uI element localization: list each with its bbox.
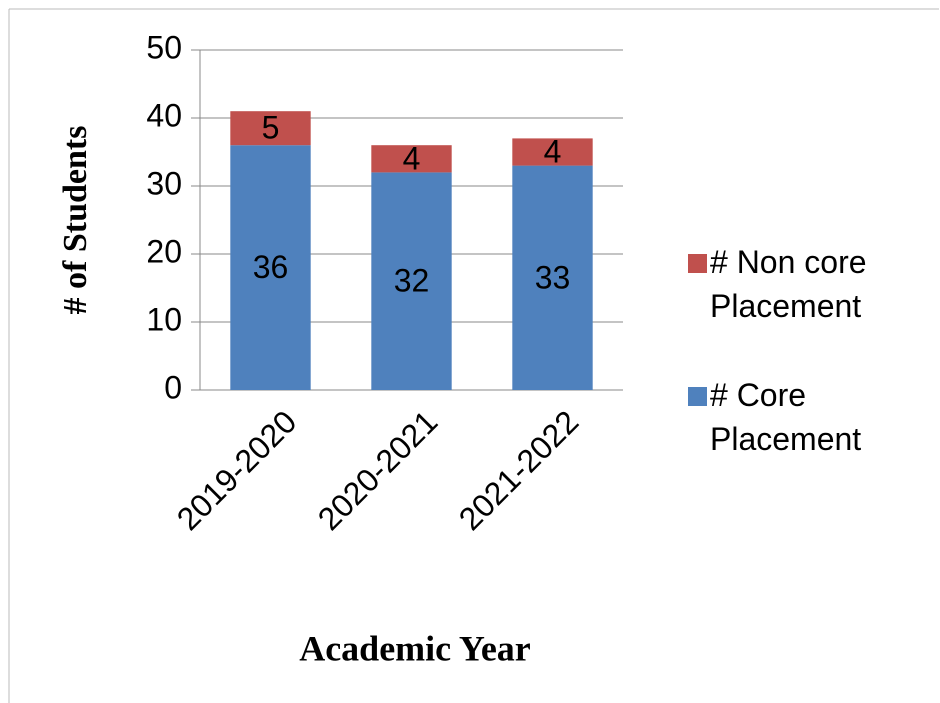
data-label: 4: [403, 140, 421, 176]
bar-segment: [512, 165, 593, 390]
y-tick-label: 10: [146, 301, 182, 337]
x-axis-title: Academic Year: [299, 628, 531, 668]
legend-swatch: [688, 387, 707, 406]
data-label: 36: [253, 249, 289, 285]
y-tick-label: 30: [146, 165, 182, 201]
legend-label: # Non core Placement: [710, 244, 867, 324]
data-label: 33: [535, 259, 571, 295]
bar-segment: [230, 111, 311, 146]
x-tick-label: 2021-2022: [452, 403, 586, 537]
data-label: 5: [262, 110, 280, 146]
bar-segment: [230, 145, 311, 390]
x-tick-label: 2019-2020: [170, 403, 304, 537]
data-label: 4: [544, 133, 562, 169]
y-axis-title: # of Students: [57, 126, 94, 315]
bar-segment: [512, 138, 593, 166]
y-tick-label: 20: [146, 233, 182, 269]
bar-segment: [371, 145, 452, 173]
y-tick-label: 50: [146, 29, 182, 65]
x-tick-label: 2020-2021: [311, 403, 445, 537]
y-tick-label: 0: [164, 369, 182, 405]
bar-segment: [371, 172, 452, 390]
legend-label: # Core Placement: [710, 377, 862, 457]
y-tick-label: 40: [146, 97, 182, 133]
legend-swatch: [688, 254, 707, 273]
data-label: 32: [394, 263, 430, 299]
